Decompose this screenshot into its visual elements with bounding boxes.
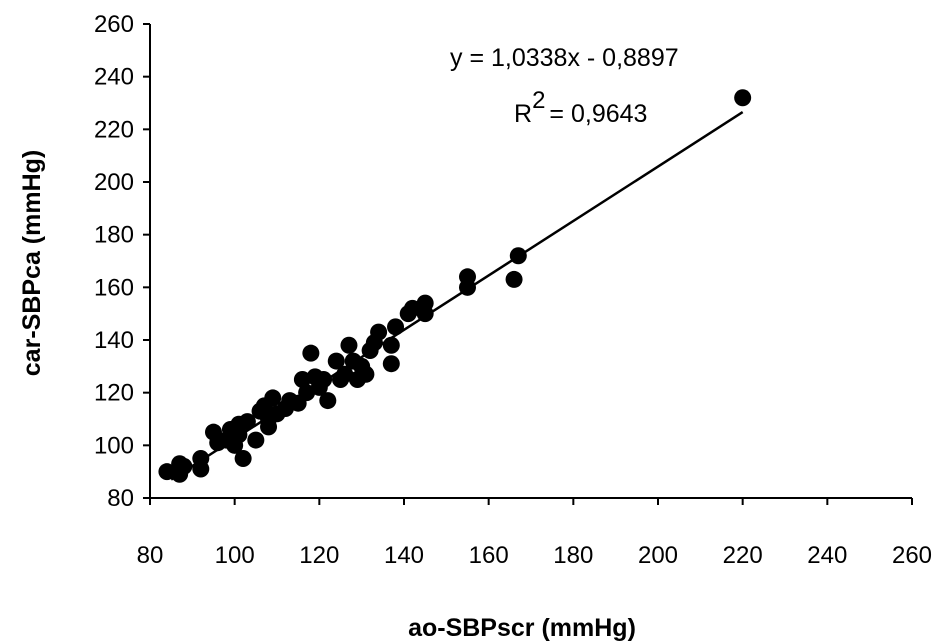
data-point bbox=[382, 355, 400, 373]
data-point bbox=[264, 389, 282, 407]
y-tick-label: 200 bbox=[94, 169, 134, 196]
data-point bbox=[234, 450, 252, 467]
data-point bbox=[459, 278, 476, 296]
data-point bbox=[509, 247, 527, 265]
x-tick-label: 140 bbox=[384, 542, 424, 569]
x-ticks: 80 100 120 140 160 180 200 220 240 260 bbox=[137, 498, 932, 569]
y-tick-label: 160 bbox=[94, 274, 134, 301]
y-tick-label: 100 bbox=[94, 432, 134, 459]
trendline bbox=[170, 111, 744, 481]
r-squared-prefix: R bbox=[514, 100, 532, 128]
x-tick-label: 180 bbox=[553, 542, 593, 569]
data-point bbox=[293, 371, 311, 388]
data-point bbox=[370, 323, 388, 341]
data-point bbox=[192, 450, 210, 467]
y-ticks: 80 100 120 140 160 180 200 220 240 260 bbox=[94, 11, 150, 512]
data-points bbox=[158, 89, 752, 483]
data-point bbox=[734, 89, 752, 107]
data-point bbox=[238, 413, 256, 431]
r-squared-value: = 0,9643 bbox=[549, 100, 647, 128]
x-tick-label: 100 bbox=[215, 542, 255, 569]
data-point bbox=[505, 270, 523, 288]
data-point bbox=[260, 418, 278, 436]
x-axis-title: ao-SBPscr (mmHg) bbox=[408, 614, 636, 641]
r-squared-superscript: 2 bbox=[532, 87, 545, 114]
y-axis: 80 100 120 140 160 180 200 220 240 260 bbox=[94, 11, 151, 512]
x-tick-label: 120 bbox=[299, 542, 339, 569]
data-point bbox=[230, 426, 248, 444]
data-point bbox=[327, 352, 345, 370]
x-tick-label: 260 bbox=[892, 542, 932, 569]
y-tick-label: 180 bbox=[94, 222, 134, 249]
y-axis-title: car-SBPca (mmHg) bbox=[18, 150, 46, 376]
data-point bbox=[336, 365, 354, 383]
data-point bbox=[357, 365, 375, 383]
y-tick-label: 240 bbox=[94, 64, 134, 91]
data-point bbox=[158, 463, 176, 481]
trendline-group bbox=[170, 111, 744, 481]
data-point bbox=[416, 305, 434, 323]
data-point bbox=[319, 392, 337, 410]
data-point bbox=[387, 318, 405, 336]
data-point bbox=[247, 431, 265, 449]
data-point bbox=[315, 371, 333, 388]
data-point bbox=[382, 336, 400, 354]
data-point bbox=[175, 457, 193, 475]
y-tick-label: 80 bbox=[107, 485, 134, 512]
x-axis: 80 100 120 140 160 180 200 220 240 260 bbox=[137, 497, 932, 569]
data-point bbox=[302, 344, 320, 362]
data-point bbox=[340, 336, 358, 354]
trendline-equation: y = 1,0338x - 0,8897 bbox=[450, 44, 679, 72]
y-tick-label: 140 bbox=[94, 327, 134, 354]
y-tick-label: 120 bbox=[94, 380, 134, 407]
x-tick-label: 240 bbox=[807, 542, 847, 569]
y-tick-label: 220 bbox=[94, 116, 134, 143]
x-tick-label: 80 bbox=[137, 542, 164, 569]
r-squared-label: R2 = 0,9643 bbox=[514, 87, 647, 128]
x-tick-label: 200 bbox=[638, 542, 678, 569]
y-tick-label: 260 bbox=[94, 11, 134, 38]
data-point bbox=[403, 299, 421, 317]
data-point bbox=[298, 384, 316, 402]
x-tick-label: 220 bbox=[723, 542, 763, 569]
x-tick-label: 160 bbox=[469, 542, 509, 569]
